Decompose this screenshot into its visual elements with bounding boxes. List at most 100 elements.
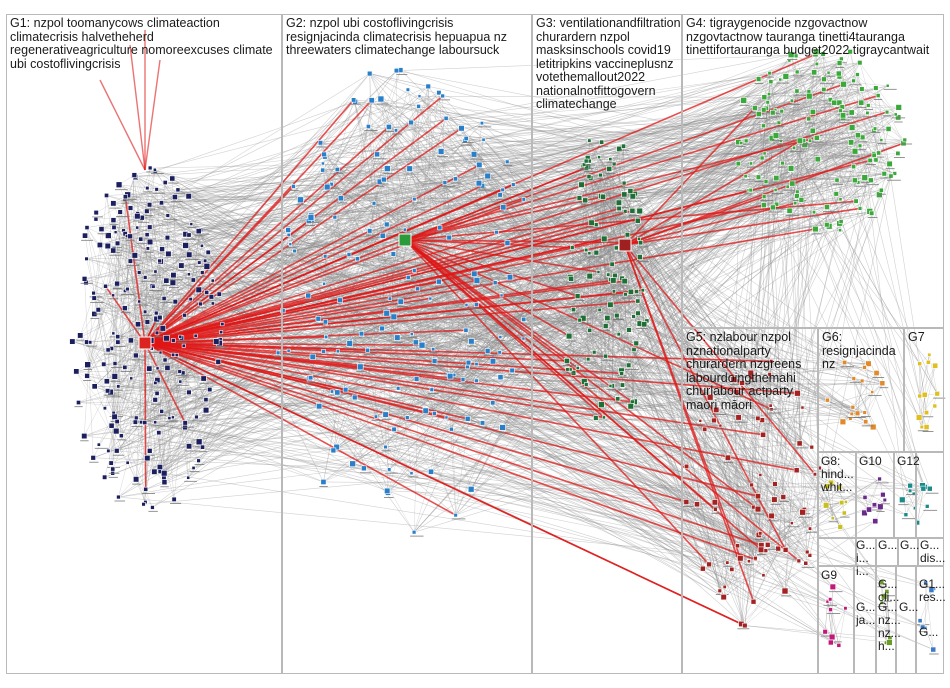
intra-edge [839,88,863,103]
inter-edge [155,399,604,418]
intra-edge [107,349,148,459]
intra-edge [723,373,752,598]
intra-edge [918,393,938,418]
inter-edge [586,160,873,393]
intra-edge [868,478,880,510]
inter-edge [146,210,771,406]
inter-edge [282,310,758,419]
inter-edge [494,282,622,374]
intra-edge [886,591,891,639]
inter-edge [139,202,619,273]
highlight-edge [144,342,567,362]
inter-edge [567,139,802,370]
inter-edge [750,372,875,506]
intra-edge [849,51,879,153]
inter-edge [617,199,802,400]
inter-edge [790,54,924,489]
inter-edge [290,243,724,598]
intra-edge [857,74,859,183]
inter-edge [393,130,875,430]
inter-edge [101,99,354,230]
highlight-edge [144,228,816,344]
intra-edge [790,168,885,174]
intra-edge [883,596,890,643]
inter-edge [618,208,811,556]
intra-edge [764,97,818,138]
intra-edge [325,321,468,420]
inter-edge [368,126,585,382]
intra-edge [853,378,884,385]
inter-edge [174,110,782,198]
intra-edge [89,289,199,343]
intra-edge [589,247,617,331]
intra-edge [113,194,128,334]
intra-edge [570,300,639,370]
intra-edge [308,220,326,257]
intra-edge [167,197,176,216]
intra-edge [827,601,833,638]
inter-edge [124,198,301,201]
intra-edge [618,281,625,335]
inter-edge [113,250,611,280]
intra-edge [792,110,841,184]
highlight-edge [144,126,390,344]
inter-edge [113,412,756,560]
intra-edge [755,361,772,559]
inter-edge [757,106,843,419]
intra-edge [614,275,626,295]
inter-edge [147,139,484,235]
inter-edge [430,471,728,563]
intra-edge [76,371,189,393]
inter-edge [598,157,721,591]
intra-edge [418,106,504,208]
inter-edge [309,378,759,497]
inter-edge [599,58,842,311]
inter-edge [605,355,806,564]
inter-edge [361,333,840,646]
intra-edge [159,372,184,468]
intra-edge [322,170,415,271]
inter-edge [113,163,323,228]
intra-edge [117,285,153,343]
inter-edge [189,254,313,358]
intra-edge [815,54,852,143]
inter-edge [212,256,326,304]
inter-edge [500,376,587,385]
inter-edge [395,88,862,131]
intra-edge [76,371,153,508]
inter-edge [300,199,619,203]
intra-edge [414,164,480,271]
intra-edge [113,220,174,418]
intra-edge [86,227,181,382]
inter-edge [507,161,752,378]
edge-layer [72,30,938,650]
inter-edge [282,229,841,311]
intra-edge [839,76,856,152]
inter-edge [167,142,321,238]
highlight-edge [144,127,462,344]
intra-edge [744,590,786,626]
inter-edge [137,151,442,214]
inter-edge [393,429,840,646]
inter-edge [371,100,833,638]
intra-edge [387,168,406,230]
highlight-edge [144,207,620,344]
intra-edge [137,324,144,505]
intra-edge [744,528,811,626]
inter-edge [86,254,350,260]
intra-edge [143,354,174,505]
inter-edge [113,248,622,374]
inter-edge [622,137,816,386]
inter-edge [99,128,462,246]
intra-edge [106,243,118,382]
inter-edge [599,309,754,508]
inter-edge [350,340,710,565]
inter-edge [380,98,590,141]
inter-edge [702,504,875,569]
inter-edge [385,391,737,448]
inter-edge [455,420,715,516]
inter-edge [125,196,309,296]
intra-edge [300,70,397,200]
inter-edge [753,520,876,602]
highlight-edge [144,342,797,472]
